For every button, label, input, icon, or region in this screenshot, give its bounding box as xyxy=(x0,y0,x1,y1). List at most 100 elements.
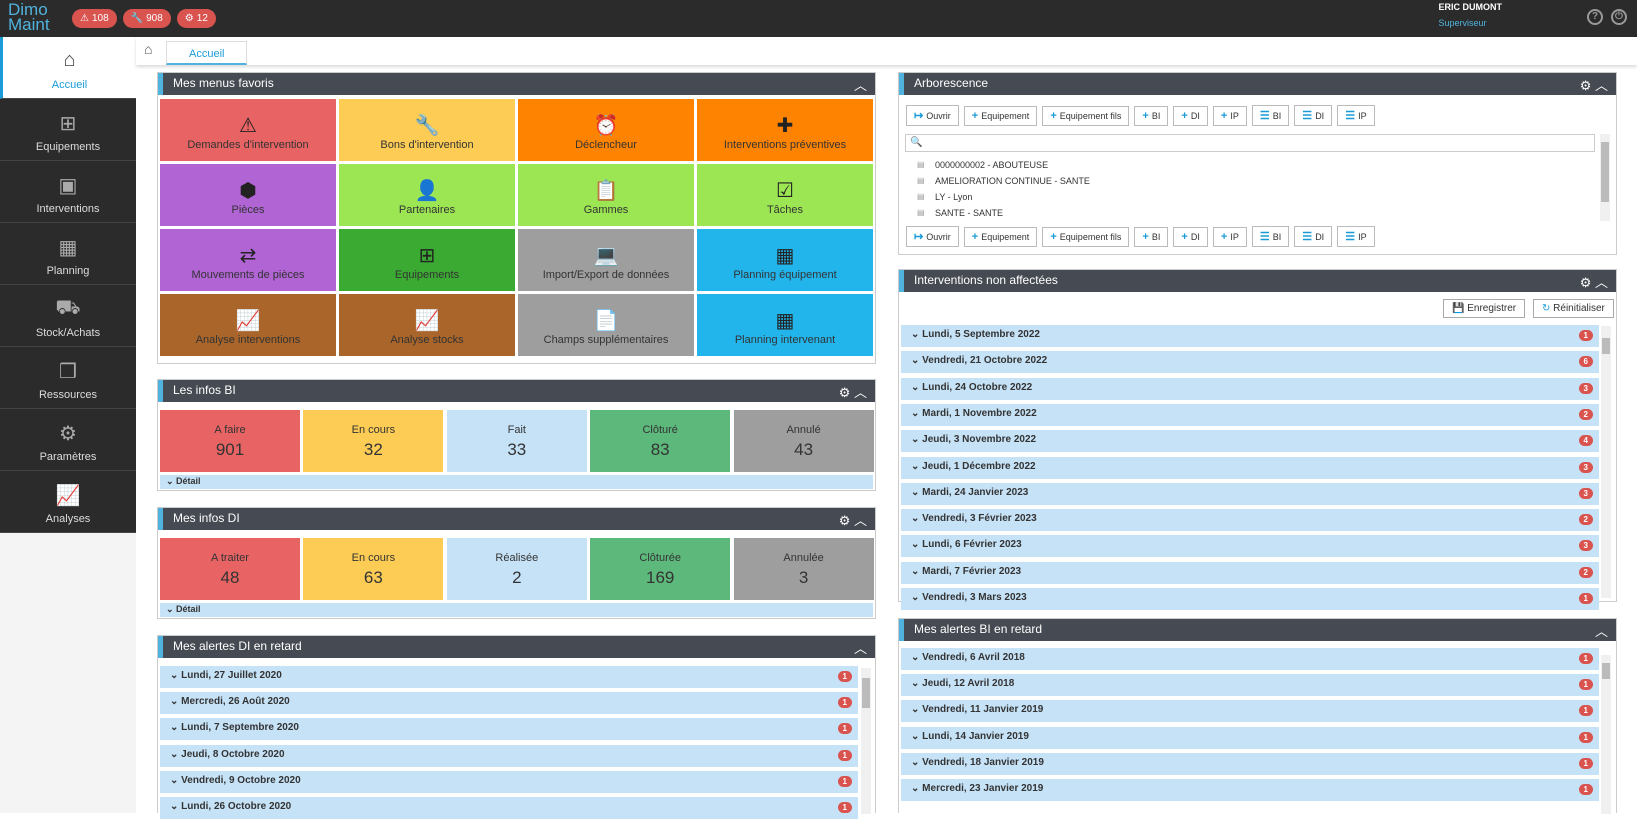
tree-button[interactable]: ☰ DI xyxy=(1294,226,1333,247)
list-item[interactable]: ⌄ Mercredi, 26 Août 2020 1 xyxy=(160,692,858,715)
list-item[interactable]: ⌄ Mercredi, 23 Janvier 2019 1 xyxy=(901,779,1599,801)
list-item[interactable]: ⌄ Jeudi, 8 Octobre 2020 1 xyxy=(160,744,858,767)
favorite-tile[interactable]: 📋 Gammes xyxy=(518,164,694,226)
favorite-tile[interactable]: ▦ Planning équipement xyxy=(697,229,873,291)
scrollbar[interactable] xyxy=(861,668,871,814)
tree-button[interactable]: + IP xyxy=(1212,106,1247,126)
stat-tile[interactable]: Clôturée 169 xyxy=(590,538,731,600)
bi-alert-badge[interactable]: 🔧 908 xyxy=(122,9,171,28)
tree-button[interactable]: ↦ Ouvrir xyxy=(906,226,959,247)
sidebar-item-accueil[interactable]: ⌂ Accueil xyxy=(0,37,136,99)
favorite-tile[interactable]: ⚠ Demandes d'intervention xyxy=(160,99,336,161)
tree-button[interactable]: + DI xyxy=(1173,106,1208,126)
sidebar-item-planning[interactable]: ▦ Planning xyxy=(0,223,136,285)
tree-button[interactable]: + Equipement xyxy=(963,106,1038,126)
collapse-icon[interactable]: ︿ xyxy=(1594,624,1608,639)
detail-toggle[interactable]: ⌄ Détail xyxy=(160,603,873,617)
list-item[interactable]: ⌄ Vendredi, 11 Janvier 2019 1 xyxy=(901,700,1599,723)
tree-button[interactable]: + Equipement fils xyxy=(1042,106,1130,126)
tree-node[interactable]: 0000000002 - ABOUTEUSE xyxy=(905,157,1595,173)
di-alert-badge[interactable]: ⚠ 108 xyxy=(72,9,117,28)
scroll-thumb[interactable] xyxy=(862,678,870,708)
list-item[interactable]: ⌄ Lundi, 6 Février 2023 3 xyxy=(901,535,1599,558)
stat-tile[interactable]: Annulée 3 xyxy=(733,538,874,600)
list-item[interactable]: ⌄ Vendredi, 6 Avril 2018 1 xyxy=(901,648,1599,670)
power-icon[interactable]: ⏻ xyxy=(1611,9,1627,25)
list-item[interactable]: ⌄ Vendredi, 21 Octobre 2022 6 xyxy=(901,351,1599,374)
tree-node[interactable]: LY - Lyon xyxy=(905,189,1595,205)
list-item[interactable]: ⌄ Lundi, 14 Janvier 2019 1 xyxy=(901,726,1599,749)
tree-button[interactable]: ↦ Ouvrir xyxy=(906,105,959,126)
scrollbar[interactable] xyxy=(1601,326,1611,598)
tree-button[interactable]: + BI xyxy=(1134,106,1169,126)
stat-tile[interactable]: Réalisée 2 xyxy=(446,538,587,600)
settings-collapse-icon[interactable]: ⚙ ︿ xyxy=(1579,78,1608,93)
tree-node[interactable]: SANTE - SANTE xyxy=(905,205,1595,221)
tree-search-input[interactable]: 🔍 xyxy=(905,134,1595,152)
favorite-tile[interactable]: ✚ Interventions préventives xyxy=(697,99,873,161)
tree-button[interactable]: ☰ IP xyxy=(1337,226,1375,247)
favorite-tile[interactable]: ▦ Planning intervenant xyxy=(697,294,873,356)
list-item[interactable]: ⌄ Vendredi, 18 Janvier 2019 1 xyxy=(901,752,1599,775)
stat-tile[interactable]: Fait 33 xyxy=(446,410,587,472)
tree-node[interactable]: AMELIORATION CONTINUE - SANTE xyxy=(905,173,1595,189)
list-item[interactable]: ⌄ Vendredi, 9 Octobre 2020 1 xyxy=(160,770,858,793)
favorite-tile[interactable]: 📈 Analyse interventions xyxy=(160,294,336,356)
collapse-icon[interactable]: ︿ xyxy=(853,641,867,656)
home-icon[interactable]: ⌂ xyxy=(144,41,153,57)
list-item[interactable]: ⌄ Vendredi, 3 Mars 2023 1 xyxy=(901,588,1599,610)
user-info[interactable]: ERIC DUMONT Superviseur xyxy=(1439,2,1503,28)
list-item[interactable]: ⌄ Lundi, 26 Octobre 2020 1 xyxy=(160,797,858,819)
settings-collapse-icon[interactable]: ⚙ ︿ xyxy=(1579,275,1608,290)
scroll-thumb[interactable] xyxy=(1601,142,1609,202)
favorite-tile[interactable]: 🔧 Bons d'intervention xyxy=(339,99,515,161)
tree-button[interactable]: ☰ BI xyxy=(1251,226,1290,247)
list-item[interactable]: ⌄ Lundi, 5 Septembre 2022 1 xyxy=(901,325,1599,347)
tab-accueil[interactable]: Accueil xyxy=(166,41,248,65)
tree-button[interactable]: + IP xyxy=(1212,227,1247,247)
favorite-tile[interactable]: 💻 Import/Export de données xyxy=(518,229,694,291)
list-item[interactable]: ⌄ Vendredi, 3 Février 2023 2 xyxy=(901,509,1599,532)
favorite-tile[interactable]: ⊞ Equipements xyxy=(339,229,515,291)
help-icon[interactable]: ? xyxy=(1587,9,1603,25)
sidebar-item-stock[interactable]: ⛟ Stock/Achats xyxy=(0,285,136,347)
stat-tile[interactable]: Annulé 43 xyxy=(733,410,874,472)
tree-button[interactable]: + Equipement xyxy=(963,227,1038,247)
scrollbar[interactable] xyxy=(1600,134,1610,221)
list-item[interactable]: ⌄ Jeudi, 3 Novembre 2022 4 xyxy=(901,430,1599,453)
favorite-tile[interactable]: 👤 Partenaires xyxy=(339,164,515,226)
tree-button[interactable]: ☰ BI xyxy=(1251,105,1290,126)
favorite-tile[interactable]: 📄 Champs supplémentaires xyxy=(518,294,694,356)
reset-button[interactable]: ↻ Réinitialiser xyxy=(1533,299,1614,318)
favorite-tile[interactable]: 📈 Analyse stocks xyxy=(339,294,515,356)
tree-button[interactable]: + Equipement fils xyxy=(1042,227,1130,247)
settings-alert-badge[interactable]: ⚙ 12 xyxy=(176,9,216,28)
stat-tile[interactable]: A faire 901 xyxy=(160,410,300,472)
stat-tile[interactable]: En cours 32 xyxy=(303,410,444,472)
collapse-icon[interactable]: ︿ xyxy=(853,78,867,93)
sidebar-item-interventions[interactable]: ▣ Interventions xyxy=(0,161,136,223)
stat-tile[interactable]: A traiter 48 xyxy=(160,538,300,600)
list-item[interactable]: ⌄ Mardi, 24 Janvier 2023 3 xyxy=(901,482,1599,505)
favorite-tile[interactable]: ⏰ Déclencheur xyxy=(518,99,694,161)
sidebar-item-parametres[interactable]: ⚙ Paramètres xyxy=(0,409,136,471)
list-item[interactable]: ⌄ Jeudi, 1 Décembre 2022 3 xyxy=(901,456,1599,479)
list-item[interactable]: ⌄ Lundi, 24 Octobre 2022 3 xyxy=(901,377,1599,400)
detail-toggle[interactable]: ⌄ Détail xyxy=(160,475,873,489)
list-item[interactable]: ⌄ Jeudi, 12 Avril 2018 1 xyxy=(901,674,1599,697)
scroll-thumb[interactable] xyxy=(1602,338,1610,354)
scroll-thumb[interactable] xyxy=(1602,663,1610,679)
list-item[interactable]: ⌄ Lundi, 27 Juillet 2020 1 xyxy=(160,666,858,688)
tree-button[interactable]: ☰ DI xyxy=(1294,105,1333,126)
stat-tile[interactable]: En cours 63 xyxy=(303,538,444,600)
favorite-tile[interactable]: ⇄ Mouvements de pièces xyxy=(160,229,336,291)
save-button[interactable]: 💾 Enregistrer xyxy=(1443,299,1526,318)
list-item[interactable]: ⌄ Mardi, 1 Novembre 2022 2 xyxy=(901,403,1599,426)
favorite-tile[interactable]: ⬢ Pièces xyxy=(160,164,336,226)
scrollbar[interactable] xyxy=(1601,655,1611,814)
list-item[interactable]: ⌄ Lundi, 7 Septembre 2020 1 xyxy=(160,718,858,741)
settings-collapse-icon[interactable]: ⚙ ︿ xyxy=(838,385,867,400)
sidebar-item-equipements[interactable]: ⊞ Equipements xyxy=(0,99,136,161)
tree-button[interactable]: + BI xyxy=(1134,227,1169,247)
tree-button[interactable]: + DI xyxy=(1173,227,1208,247)
